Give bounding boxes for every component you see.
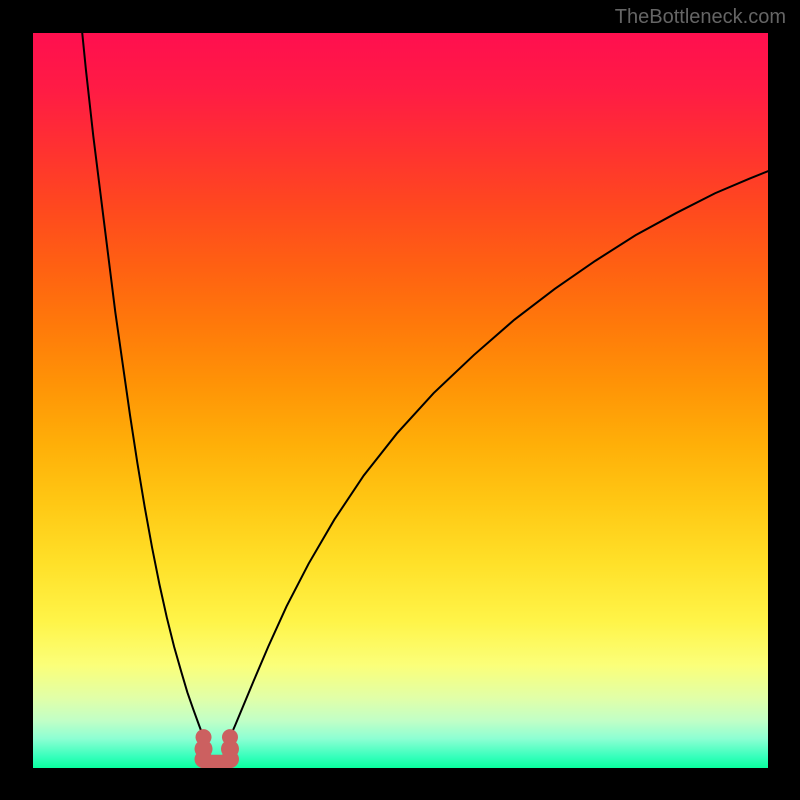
left-curve: [81, 33, 204, 737]
curve-svg: [33, 33, 768, 768]
chart-frame: TheBottleneck.com: [0, 0, 800, 800]
dip-marker-join: [201, 755, 233, 768]
plot-area: [33, 33, 768, 768]
watermark-text: TheBottleneck.com: [615, 6, 786, 29]
right-curve: [230, 170, 768, 737]
